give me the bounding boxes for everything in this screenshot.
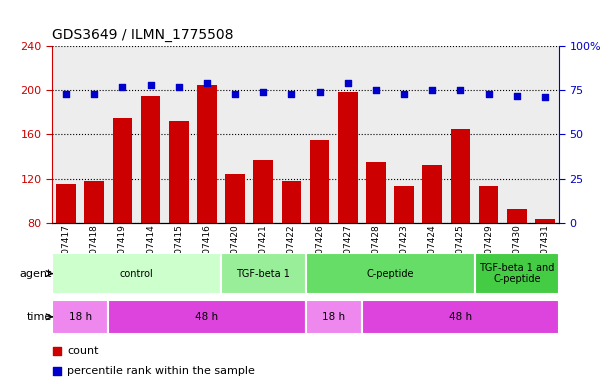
Bar	[310, 140, 329, 223]
Bar	[52, 46, 80, 223]
Bar	[282, 181, 301, 223]
Text: 48 h: 48 h	[449, 312, 472, 322]
Point	[61, 91, 71, 97]
Bar	[334, 46, 362, 223]
Bar	[475, 253, 559, 294]
Bar	[362, 46, 390, 223]
Point	[202, 80, 212, 86]
Text: TGF-beta 1: TGF-beta 1	[236, 268, 290, 279]
Bar	[394, 186, 414, 223]
Bar	[249, 46, 277, 223]
Bar	[531, 46, 559, 223]
Bar	[479, 186, 499, 223]
Text: 18 h: 18 h	[68, 312, 92, 322]
Point	[145, 82, 155, 88]
Bar	[225, 174, 245, 223]
Point	[456, 87, 466, 93]
Text: GDS3649 / ILMN_1775508: GDS3649 / ILMN_1775508	[52, 28, 233, 42]
Text: C-peptide: C-peptide	[366, 268, 414, 279]
Bar	[535, 219, 555, 223]
Bar	[164, 46, 193, 223]
Bar	[418, 46, 447, 223]
Point	[315, 89, 324, 95]
Bar	[56, 184, 76, 223]
Point	[428, 87, 437, 93]
Bar	[362, 300, 559, 334]
Text: count: count	[67, 346, 99, 356]
Bar	[112, 118, 132, 223]
Bar	[52, 300, 108, 334]
Bar	[108, 46, 136, 223]
Bar	[306, 46, 334, 223]
Point	[51, 367, 61, 374]
Bar	[450, 129, 470, 223]
Bar	[84, 181, 104, 223]
Bar	[193, 46, 221, 223]
Bar	[447, 46, 475, 223]
Bar	[422, 166, 442, 223]
Bar	[277, 46, 306, 223]
Bar	[52, 253, 221, 294]
Point	[230, 91, 240, 97]
Bar	[221, 46, 249, 223]
Bar	[306, 300, 362, 334]
Point	[540, 94, 550, 100]
Point	[51, 348, 61, 354]
Bar	[141, 96, 161, 223]
Bar	[475, 46, 503, 223]
Point	[117, 84, 127, 90]
Text: percentile rank within the sample: percentile rank within the sample	[67, 366, 255, 376]
Point	[258, 89, 268, 95]
Text: time: time	[27, 312, 52, 322]
Bar	[197, 85, 217, 223]
Bar	[108, 300, 306, 334]
Text: 18 h: 18 h	[322, 312, 345, 322]
Bar	[221, 253, 306, 294]
Bar	[507, 210, 527, 223]
Bar	[136, 46, 164, 223]
Bar	[80, 46, 108, 223]
Text: 48 h: 48 h	[196, 312, 219, 322]
Bar	[169, 121, 189, 223]
Bar	[254, 160, 273, 223]
Point	[343, 80, 353, 86]
Point	[287, 91, 296, 97]
Point	[174, 84, 184, 90]
Bar	[338, 93, 357, 223]
Text: control: control	[120, 268, 153, 279]
Bar	[366, 162, 386, 223]
Point	[89, 91, 99, 97]
Point	[371, 87, 381, 93]
Text: agent: agent	[20, 268, 52, 279]
Bar	[503, 46, 531, 223]
Point	[512, 93, 522, 99]
Bar	[390, 46, 418, 223]
Point	[484, 91, 494, 97]
Bar	[306, 253, 475, 294]
Point	[399, 91, 409, 97]
Text: TGF-beta 1 and
C-peptide: TGF-beta 1 and C-peptide	[479, 263, 555, 285]
